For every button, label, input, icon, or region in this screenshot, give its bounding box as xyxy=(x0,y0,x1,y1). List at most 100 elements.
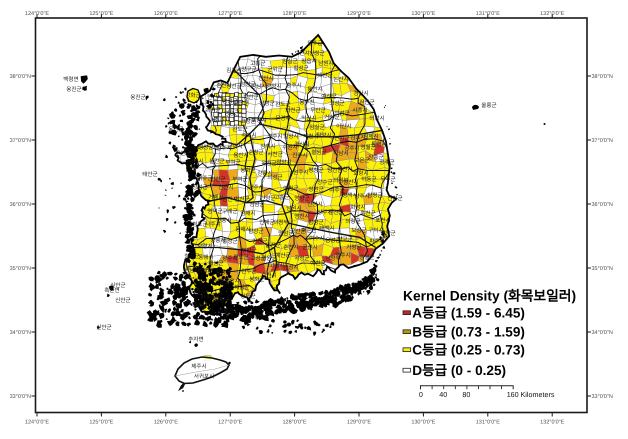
svg-text:영월군: 영월군 xyxy=(360,144,375,151)
svg-text:진안군: 진안군 xyxy=(359,99,374,106)
svg-text:구미시: 구미시 xyxy=(368,227,383,234)
svg-text:34°0'0"N: 34°0'0"N xyxy=(592,330,613,336)
svg-text:청송군: 청송군 xyxy=(192,302,207,309)
svg-text:완주군: 완주군 xyxy=(241,268,256,275)
svg-text:광양시: 광양시 xyxy=(266,83,281,90)
svg-text:충주시: 충주시 xyxy=(286,82,301,89)
svg-text:정읍시: 정읍시 xyxy=(301,58,316,65)
svg-text:태안군: 태안군 xyxy=(317,72,332,79)
svg-text:합천군: 합천군 xyxy=(210,176,225,183)
svg-text:무주군: 무주군 xyxy=(380,176,395,183)
svg-text:안성시: 안성시 xyxy=(307,201,322,208)
svg-text:124°0'0"E: 124°0'0"E xyxy=(25,11,49,17)
svg-text:거제시: 거제시 xyxy=(208,194,223,201)
svg-text:추자면: 추자면 xyxy=(188,336,203,343)
svg-text:파주시: 파주시 xyxy=(200,294,215,301)
svg-text:함평군: 함평군 xyxy=(215,269,230,276)
svg-text:37°0'0"N: 37°0'0"N xyxy=(592,138,613,144)
svg-text:의령군: 의령군 xyxy=(345,218,360,225)
svg-text:강진군: 강진군 xyxy=(252,238,267,245)
svg-text:청도군: 청도군 xyxy=(192,221,207,228)
svg-text:칠곡군: 칠곡군 xyxy=(184,253,199,260)
svg-text:의성군: 의성군 xyxy=(267,174,282,181)
svg-text:고흥군: 고흥군 xyxy=(274,194,289,201)
svg-text:고창군: 고창군 xyxy=(240,118,255,125)
svg-text:함양군: 함양군 xyxy=(308,219,323,226)
svg-text:양구군: 양구군 xyxy=(241,66,256,73)
svg-text:홍천군: 홍천군 xyxy=(360,210,375,217)
svg-text:영동군: 영동군 xyxy=(214,297,229,304)
svg-text:포천시: 포천시 xyxy=(375,217,390,224)
svg-text:125°0'0"E: 125°0'0"E xyxy=(89,11,113,17)
svg-text:흑산면: 흑산면 xyxy=(104,287,119,294)
svg-text:임실군: 임실군 xyxy=(282,58,297,65)
svg-text:의정부: 의정부 xyxy=(333,177,348,184)
svg-text:126°0'0"E: 126°0'0"E xyxy=(154,11,178,17)
svg-text:원주시: 원주시 xyxy=(293,169,308,176)
svg-text:신안군: 신안군 xyxy=(207,292,222,299)
svg-text:남원시: 남원시 xyxy=(318,60,333,67)
svg-text:A등급 (1.59 - 6.45): A등급 (1.59 - 6.45) xyxy=(412,306,525,321)
svg-text:제주시: 제주시 xyxy=(191,363,206,370)
svg-text:문경시: 문경시 xyxy=(275,115,290,122)
svg-text:성주군: 성주군 xyxy=(379,159,394,166)
svg-text:김제시: 김제시 xyxy=(363,133,378,140)
svg-text:태안군: 태안군 xyxy=(209,278,224,285)
svg-text:35°0'0"N: 35°0'0"N xyxy=(592,266,613,272)
svg-text:괴산군: 괴산군 xyxy=(205,107,220,114)
svg-text:이천시: 이천시 xyxy=(337,166,352,173)
svg-text:옹진군: 옹진군 xyxy=(130,94,145,101)
svg-text:장수군: 장수군 xyxy=(317,179,332,186)
svg-text:함안군: 함안군 xyxy=(243,94,258,101)
svg-text:안성시: 안성시 xyxy=(283,264,298,271)
svg-text:당진군: 당진군 xyxy=(327,167,342,174)
svg-text:124°0'0"E: 124°0'0"E xyxy=(25,420,49,426)
svg-text:군위군: 군위군 xyxy=(267,66,282,73)
svg-text:신안군: 신안군 xyxy=(387,195,402,202)
svg-text:131°0'0"E: 131°0'0"E xyxy=(476,420,500,426)
svg-text:진주시: 진주시 xyxy=(292,152,307,159)
svg-text:나주시: 나주시 xyxy=(205,221,220,228)
svg-text:춘천시: 춘천시 xyxy=(283,244,298,251)
svg-text:영덕군: 영덕군 xyxy=(207,208,222,215)
svg-text:무안군: 무안군 xyxy=(175,150,190,157)
svg-text:해남군: 해남군 xyxy=(208,260,223,267)
svg-text:속초시: 속초시 xyxy=(241,132,256,139)
svg-text:울진군: 울진군 xyxy=(209,158,224,165)
svg-text:수원시: 수원시 xyxy=(282,144,297,151)
svg-text:보성군: 보성군 xyxy=(351,227,366,234)
svg-text:의정부: 의정부 xyxy=(273,219,288,226)
svg-text:진도군: 진도군 xyxy=(233,254,248,261)
svg-text:경주시: 경주시 xyxy=(267,133,282,140)
svg-text:사천시: 사천시 xyxy=(188,158,203,165)
svg-text:횡성군: 횡성군 xyxy=(293,65,308,72)
svg-text:성남시: 성남시 xyxy=(184,267,199,274)
svg-text:공주시: 공주시 xyxy=(344,145,359,152)
svg-text:부안군: 부안군 xyxy=(241,247,256,254)
svg-text:하동군: 하동군 xyxy=(361,176,376,183)
svg-text:동해시: 동해시 xyxy=(198,254,213,261)
svg-text:홍성군: 홍성군 xyxy=(222,238,237,245)
svg-text:김천시: 김천시 xyxy=(222,196,237,203)
svg-text:평택시: 평택시 xyxy=(342,192,357,199)
svg-text:김해시: 김해시 xyxy=(240,210,255,217)
svg-text:밀양시: 밀양시 xyxy=(316,132,331,139)
svg-text:포항시: 포항시 xyxy=(251,117,266,124)
svg-text:132°0'0"E: 132°0'0"E xyxy=(540,11,564,17)
svg-text:여주군: 여주군 xyxy=(329,187,344,194)
svg-text:125°0'0"E: 125°0'0"E xyxy=(89,420,113,426)
svg-text:부안군: 부안군 xyxy=(233,100,248,107)
svg-text:철원군: 철원군 xyxy=(261,255,276,262)
svg-text:영암군: 영암군 xyxy=(278,230,293,237)
svg-text:밀양시: 밀양시 xyxy=(283,133,298,140)
svg-text:33°0'0"N: 33°0'0"N xyxy=(592,394,613,400)
svg-text:신안군: 신안군 xyxy=(115,297,130,304)
svg-text:구례군: 구례군 xyxy=(222,208,237,215)
svg-text:상주시: 상주시 xyxy=(354,193,369,200)
svg-text:진천군: 진천군 xyxy=(328,209,343,216)
svg-text:옹진군: 옹진군 xyxy=(66,86,81,93)
svg-text:34°0'0"N: 34°0'0"N xyxy=(10,330,31,336)
svg-text:영암군: 영암군 xyxy=(249,201,264,208)
svg-text:영주시: 영주시 xyxy=(335,252,350,259)
svg-text:순창군: 순창군 xyxy=(248,149,263,156)
